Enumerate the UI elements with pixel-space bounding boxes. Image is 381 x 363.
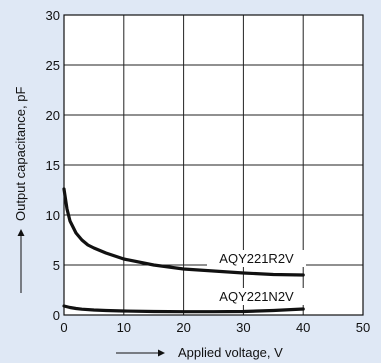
series-line-AQY221N2V [62,304,305,314]
y-tick-label-5: 5 [53,258,60,273]
y-axis-title-group: Output capacitance, pF [13,87,28,293]
x-tick-label-20: 20 [176,320,190,335]
y-tick-label-30: 30 [46,8,60,23]
series-label-bg-AQY221N2V [207,288,306,305]
y-tick-labels: 0 5 10 15 20 25 30 [46,8,60,323]
x-tick-label-30: 30 [236,320,250,335]
x-tick-label-40: 40 [296,320,310,335]
y-tick-label-10: 10 [46,208,60,223]
series-label-AQY221N2V: AQY221N2V [219,289,294,304]
grid-lines [63,14,364,316]
series-lines [62,187,305,314]
series-label-bg-AQY221R2V [207,250,306,267]
y-tick-label-25: 25 [46,58,60,73]
y-tick-label-15: 15 [46,158,60,173]
series-labels: AQY221R2V AQY221N2V [207,250,306,305]
x-tick-label-50: 50 [356,320,370,335]
y-tick-label-0: 0 [53,308,60,323]
x-tick-labels: 0 10 20 30 40 50 [60,320,370,335]
plot-border [63,14,364,316]
x-tick-label-0: 0 [60,320,67,335]
y-axis-arrow-head [17,229,25,236]
y-axis-title: Output capacitance, pF [13,87,28,221]
y-tick-label-20: 20 [46,108,60,123]
x-axis-arrow-head [158,349,165,357]
x-axis-title: Applied voltage, V [178,345,283,360]
x-axis-title-group: Applied voltage, V [116,345,283,360]
x-tick-label-10: 10 [117,320,131,335]
series-label-AQY221R2V: AQY221R2V [219,251,294,266]
series-line-AQY221R2V [62,187,305,277]
